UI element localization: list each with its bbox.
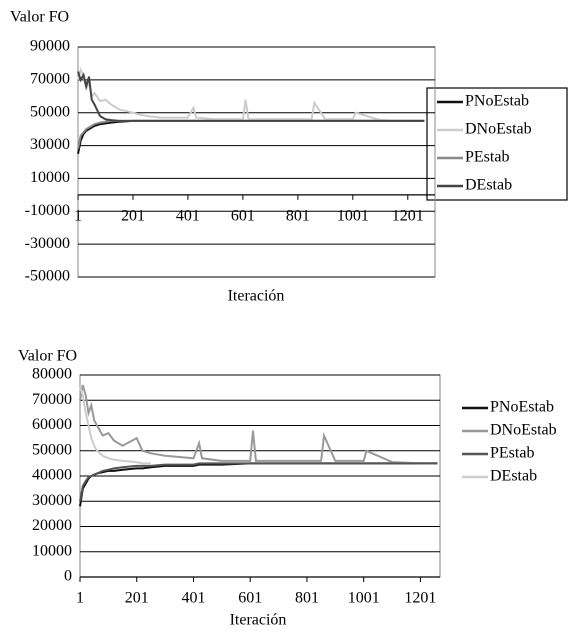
series-line xyxy=(79,462,438,502)
y-tick-label: 80000 xyxy=(32,366,72,383)
x-tick-label: 401 xyxy=(181,590,205,607)
x-tick-label: 601 xyxy=(238,590,262,607)
y-tick-label: 40000 xyxy=(32,467,72,484)
x-tick-label: 201 xyxy=(121,208,145,225)
x-axis-title: Iteración xyxy=(228,288,285,305)
y-tick-label: 0 xyxy=(64,568,72,585)
x-tick-label: 1201 xyxy=(404,590,436,607)
y-tick-label: -30000 xyxy=(25,235,70,252)
series-line xyxy=(77,66,425,122)
series-line xyxy=(77,119,425,155)
legend-label: DNoEstab xyxy=(465,121,532,138)
y-tick-label: 50000 xyxy=(32,441,72,458)
legend-label: PEstab xyxy=(465,149,509,166)
legend-label: PNoEstab xyxy=(465,93,529,110)
x-tick-label: 801 xyxy=(286,208,310,225)
y-axis-title: Valor FO xyxy=(18,348,77,365)
x-tick-label: 1 xyxy=(76,590,84,607)
y-tick-label: 70000 xyxy=(32,391,72,408)
y-tick-label: 30000 xyxy=(32,492,72,509)
y-tick-label: -10000 xyxy=(25,202,70,219)
y-tick-label: 10000 xyxy=(30,169,70,186)
series-line xyxy=(79,462,438,507)
x-tick-label: 1001 xyxy=(337,208,369,225)
y-tick-label: 10000 xyxy=(32,542,72,559)
x-tick-label: 401 xyxy=(176,208,200,225)
series-line xyxy=(77,71,425,122)
y-axis-title: Valor FO xyxy=(10,9,69,26)
y-tick-label: 30000 xyxy=(30,136,70,153)
y-tick-label: 50000 xyxy=(30,103,70,120)
legend-box xyxy=(426,87,568,201)
legend-label: PNoEstab xyxy=(490,399,554,416)
series-line xyxy=(79,387,151,465)
legend-label: DEstab xyxy=(465,177,512,194)
x-axis-title: Iteración xyxy=(230,612,287,629)
y-tick-label: 90000 xyxy=(30,38,70,55)
legend-label: DNoEstab xyxy=(490,422,557,439)
y-tick-label: 20000 xyxy=(32,517,72,534)
y-tick-label: 60000 xyxy=(32,416,72,433)
legend-label: PEstab xyxy=(490,445,534,462)
y-tick-label: 70000 xyxy=(30,71,70,88)
x-tick-label: 601 xyxy=(231,208,255,225)
y-tick-label: -50000 xyxy=(25,268,70,285)
x-tick-label: 201 xyxy=(125,590,149,607)
legend-label: DEstab xyxy=(490,468,537,485)
x-tick-label: 1201 xyxy=(392,208,424,225)
plot-area xyxy=(77,46,436,278)
x-tick-label: 1 xyxy=(74,208,82,225)
series-line xyxy=(79,384,438,465)
x-tick-label: 801 xyxy=(295,590,319,607)
series-line xyxy=(77,119,425,150)
x-tick-label: 1001 xyxy=(348,590,380,607)
